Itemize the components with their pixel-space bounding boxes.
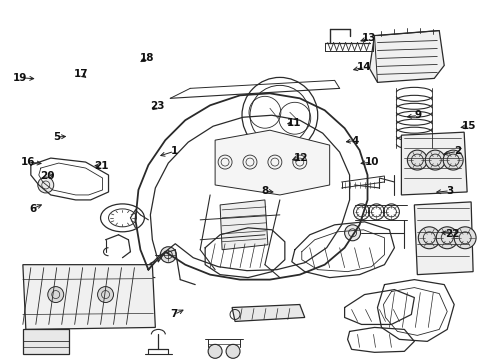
Polygon shape [23,265,155,329]
Polygon shape [369,31,444,82]
Circle shape [344,225,361,241]
Polygon shape [215,130,330,195]
Circle shape [48,287,64,302]
Text: 19: 19 [13,73,27,83]
Text: 9: 9 [415,111,422,121]
Text: 7: 7 [171,310,178,319]
Circle shape [443,150,463,170]
Circle shape [38,177,54,193]
Text: 22: 22 [445,229,460,239]
Text: 14: 14 [357,62,372,72]
Text: 4: 4 [351,136,359,145]
Polygon shape [220,200,268,250]
Text: 16: 16 [21,157,35,167]
Text: 23: 23 [150,102,164,112]
Text: 1: 1 [171,146,178,156]
Text: 20: 20 [40,171,54,181]
Circle shape [160,247,176,263]
Circle shape [418,227,440,249]
Text: 11: 11 [287,118,301,128]
Text: 13: 13 [362,33,377,43]
Circle shape [226,345,240,358]
Text: 18: 18 [140,53,155,63]
Circle shape [98,287,114,302]
Text: 5: 5 [53,132,61,142]
Polygon shape [401,132,467,195]
Circle shape [407,150,427,170]
Text: 3: 3 [446,186,454,196]
Circle shape [454,227,476,249]
Polygon shape [232,305,305,321]
Polygon shape [415,202,473,275]
Text: 12: 12 [294,153,308,163]
Circle shape [425,150,445,170]
Text: 8: 8 [261,186,268,196]
Text: 2: 2 [454,146,461,156]
Circle shape [208,345,222,358]
Text: 6: 6 [29,204,36,214]
Text: 17: 17 [74,69,89,79]
Circle shape [436,227,458,249]
Polygon shape [23,329,69,354]
Text: 10: 10 [365,157,379,167]
Text: 15: 15 [462,121,477,131]
Text: 21: 21 [94,161,108,171]
